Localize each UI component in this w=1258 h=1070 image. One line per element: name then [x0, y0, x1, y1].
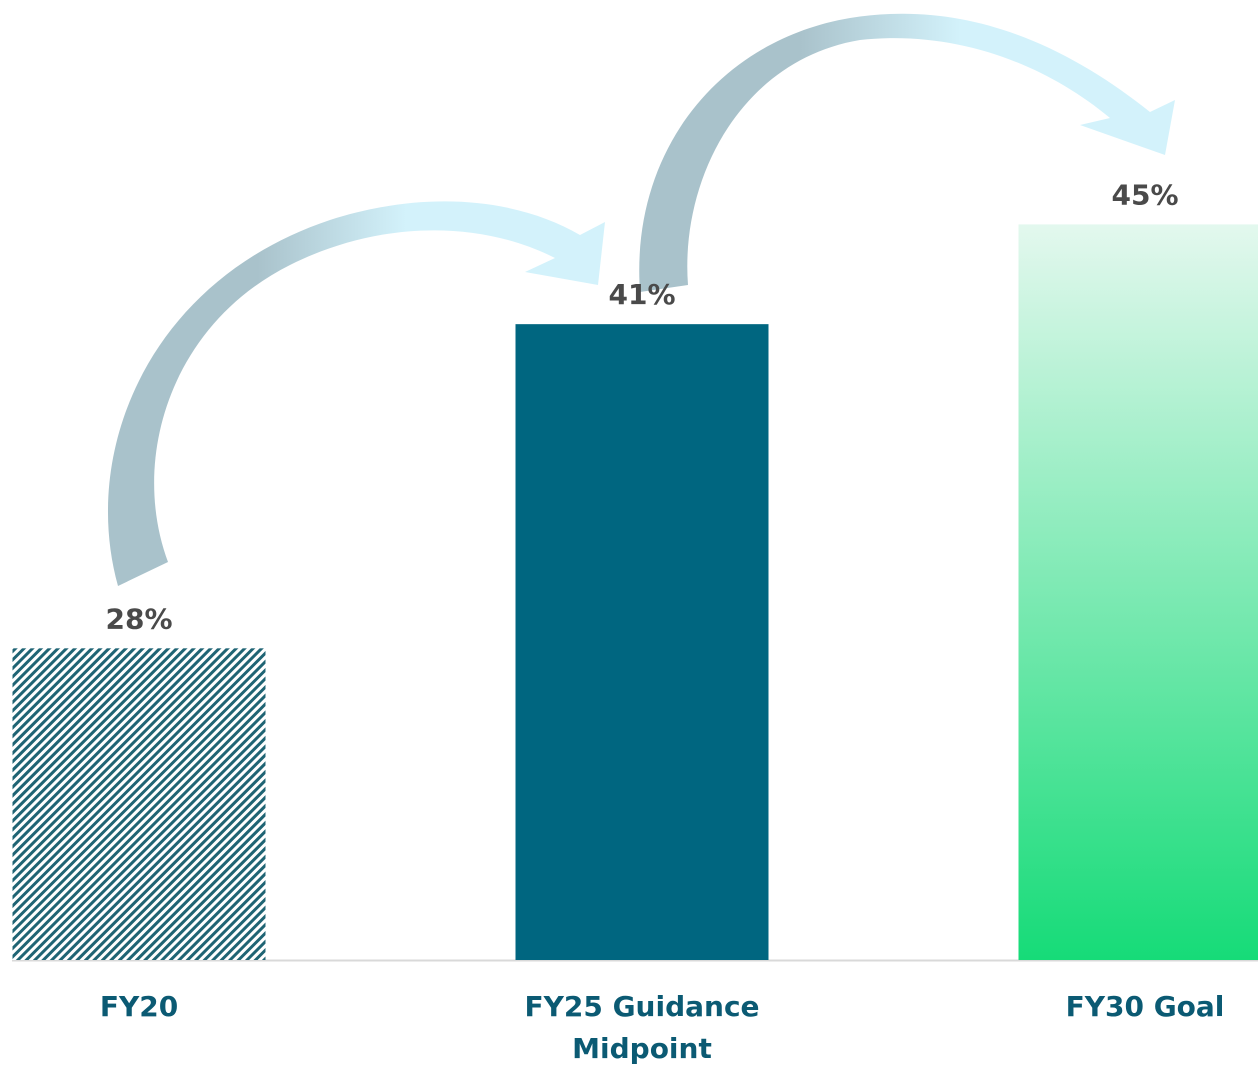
bar: [13, 648, 266, 960]
x-tick-label: FY25 Guidance Midpoint: [492, 986, 792, 1070]
value-label: 28%: [105, 602, 172, 635]
x-tick-label: FY30 Goal: [995, 986, 1258, 1028]
value-label: 41%: [608, 278, 675, 311]
bar: [516, 324, 769, 960]
value-label: 45%: [1111, 178, 1178, 211]
bar: [1019, 224, 1258, 960]
x-tick-label: FY20: [0, 986, 289, 1028]
